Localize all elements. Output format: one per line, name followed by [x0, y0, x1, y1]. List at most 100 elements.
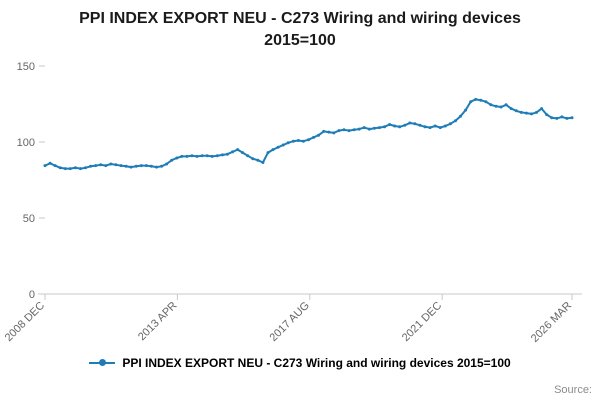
- series-point: [94, 164, 98, 168]
- series-point: [433, 124, 437, 128]
- series-point: [337, 129, 341, 133]
- legend-line-marker-icon: [89, 358, 116, 368]
- series-point: [261, 161, 265, 164]
- series-point: [464, 108, 468, 112]
- series-point: [535, 110, 538, 114]
- series-point: [79, 167, 82, 171]
- series-point: [195, 154, 199, 158]
- series-point: [388, 123, 392, 126]
- line-chart: 0 50 100 150 2008 DEC 2013 APR 2017 AUG 2021 DE…: [3, 61, 582, 345]
- series-point: [570, 116, 574, 120]
- series-point: [124, 164, 128, 168]
- series-point: [256, 158, 260, 162]
- series-point: [160, 164, 163, 168]
- series-point: [540, 107, 544, 111]
- series-point: [220, 153, 224, 157]
- series-point: [377, 126, 381, 130]
- y-axis-label: 100: [17, 137, 35, 149]
- series-point: [139, 164, 143, 168]
- series-point: [301, 139, 305, 143]
- chart-legend[interactable]: PPI INDEX EXPORT NEU - C273 Wiring and w…: [0, 356, 600, 370]
- x-axis-label: 2008 DEC: [3, 300, 47, 344]
- series-point: [63, 167, 67, 171]
- series-point: [352, 128, 356, 132]
- series-point: [327, 130, 331, 134]
- series-point: [286, 141, 290, 145]
- x-axis-label: 2013 APR: [136, 300, 180, 344]
- series-point: [555, 116, 559, 120]
- series-point: [550, 116, 554, 120]
- series-point: [104, 164, 108, 168]
- series-point: [190, 154, 194, 158]
- series-point: [418, 123, 422, 127]
- series-point: [474, 97, 478, 101]
- series-point: [519, 110, 523, 114]
- series-point: [119, 164, 123, 168]
- series-point: [367, 127, 371, 131]
- series-point: [560, 115, 564, 119]
- series-point: [317, 133, 321, 137]
- series-point: [84, 166, 87, 170]
- series-line: [44, 98, 573, 170]
- series-point: [89, 164, 93, 168]
- legend-label: PPI INDEX EXPORT NEU - C273 Wiring and w…: [122, 356, 511, 370]
- series-point: [109, 162, 113, 166]
- series-point: [307, 138, 310, 142]
- series-point: [322, 129, 326, 133]
- series-point: [205, 154, 209, 158]
- series-point: [271, 148, 275, 152]
- y-axis-label: 150: [17, 61, 35, 73]
- series-point: [200, 154, 204, 158]
- series-point: [129, 165, 133, 169]
- series-point: [469, 100, 473, 104]
- series-point: [524, 111, 528, 115]
- series-point: [489, 103, 493, 107]
- series-point: [448, 122, 452, 126]
- series-point: [530, 112, 533, 116]
- series-point: [545, 113, 549, 117]
- series-point: [342, 128, 346, 132]
- series-point: [236, 148, 240, 152]
- series-point: [170, 158, 174, 162]
- series-point: [53, 164, 57, 168]
- series-point: [165, 162, 169, 166]
- series-point: [281, 143, 285, 147]
- series-point: [443, 124, 447, 128]
- x-axis-label: 2017 AUG: [268, 300, 312, 344]
- series-point: [185, 154, 189, 158]
- series-point: [347, 129, 351, 133]
- series-point: [403, 123, 407, 127]
- series-point: [43, 164, 47, 168]
- series-point: [58, 166, 62, 170]
- series-point: [565, 116, 569, 120]
- series-point: [383, 125, 386, 129]
- series-point: [428, 126, 432, 130]
- series-point: [210, 154, 214, 158]
- series-point: [312, 135, 316, 139]
- x-axis-label: 2026 MAR: [529, 300, 574, 345]
- series-point: [413, 122, 417, 126]
- series-point: [362, 126, 366, 130]
- series-point: [509, 107, 513, 111]
- series-point: [499, 105, 503, 109]
- legend-dot: [99, 359, 107, 366]
- series-point: [459, 114, 462, 118]
- x-axis-label: 2021 DEC: [400, 300, 444, 344]
- chart-title-line1: PPI INDEX EXPORT NEU - C273 Wiring and w…: [79, 10, 521, 27]
- series-point: [155, 165, 158, 169]
- series-point: [144, 164, 148, 168]
- series-point: [372, 126, 376, 130]
- series-point: [408, 121, 412, 125]
- series-point: [68, 167, 72, 171]
- series-point: [225, 152, 229, 156]
- chart-title-line2: 2015=100: [264, 31, 336, 49]
- series-point: [357, 127, 361, 131]
- series-point: [332, 131, 336, 135]
- series-point: [48, 161, 52, 165]
- series-point: [149, 164, 153, 168]
- series-point: [114, 163, 118, 167]
- series-point: [73, 166, 77, 170]
- series-point: [393, 124, 397, 128]
- series-point: [266, 151, 270, 155]
